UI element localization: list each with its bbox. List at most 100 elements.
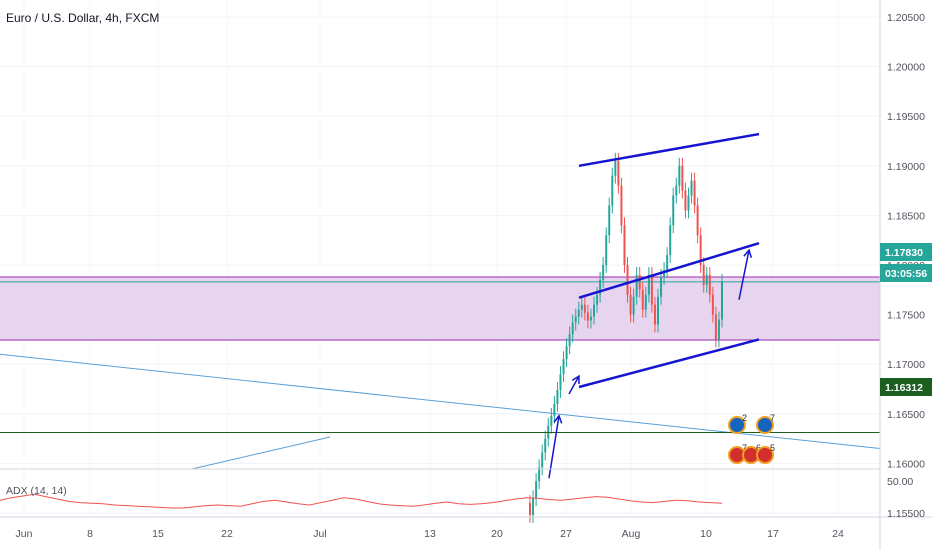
candle-body — [678, 165, 681, 186]
candle-body — [672, 195, 675, 226]
time-tick-label: Jun — [16, 528, 33, 540]
candle-body — [586, 312, 589, 321]
price-tick-label: 1.19500 — [887, 111, 925, 123]
candle-body — [553, 403, 556, 416]
candle-body — [599, 279, 602, 295]
candle-body — [608, 205, 611, 236]
candle-body — [681, 165, 684, 191]
price-tick-label: 1.16500 — [887, 409, 925, 421]
candle-body — [596, 294, 599, 305]
time-tick-label: 27 — [560, 528, 572, 540]
candle-body — [663, 269, 666, 277]
event-flag-icon — [728, 416, 746, 434]
arrow-shaft — [568, 375, 580, 395]
candle-body — [711, 294, 714, 315]
candle-body — [657, 296, 659, 325]
candle-body — [721, 281, 723, 320]
candle-body — [589, 316, 592, 321]
candle-body — [593, 304, 595, 317]
candle-body — [605, 235, 608, 265]
candle-body — [550, 415, 553, 426]
candle-body — [559, 374, 562, 390]
event-count: 7 — [742, 443, 747, 453]
grid — [0, 16, 880, 514]
channel-line — [578, 241, 760, 299]
candle-body — [641, 289, 644, 310]
candle-body — [538, 467, 541, 482]
chart-title: Euro / U.S. Dollar, 4h, FXCM — [6, 11, 159, 25]
candle-body — [717, 319, 720, 340]
time-tick-label: 20 — [491, 528, 503, 540]
price-axis[interactable]: 1.205001.200001.195001.190001.185001.180… — [887, 12, 925, 520]
time-tick-label: 24 — [832, 528, 844, 540]
candle-body — [562, 359, 565, 375]
time-tick-label: 10 — [700, 528, 712, 540]
candle-body — [635, 274, 638, 297]
small-trendline — [191, 436, 331, 470]
price-tick-label: 1.15500 — [887, 508, 925, 520]
arrow-shaft — [738, 249, 750, 300]
candle-body — [556, 389, 559, 404]
arrow-shaft — [548, 415, 560, 479]
candle-body — [705, 274, 708, 285]
price-tick-label: 1.20500 — [887, 12, 925, 24]
candle-body — [617, 160, 620, 186]
candle-body — [611, 175, 614, 206]
price-candles — [529, 152, 723, 523]
candle-body — [699, 235, 702, 265]
candle-body — [614, 160, 617, 176]
current-price-tag — [880, 243, 932, 261]
time-tick-label: Jul — [313, 528, 326, 540]
candle-body — [708, 274, 711, 295]
indicator-label: ADX (14, 14) — [6, 485, 67, 497]
candle-body — [602, 265, 605, 280]
descending-trendline — [0, 353, 881, 450]
candle-body — [644, 294, 647, 310]
candle-body — [580, 304, 583, 310]
candle-body — [702, 265, 705, 285]
arrows — [548, 248, 753, 479]
candle-body — [687, 195, 690, 211]
level-price-value: 1.16312 — [885, 382, 923, 394]
arrow-head — [743, 248, 753, 258]
candle-body — [529, 503, 531, 515]
candle-body — [650, 274, 653, 305]
event-flag-icon — [756, 416, 774, 434]
countdown-tag — [880, 264, 932, 282]
candle-body — [574, 316, 577, 323]
candle-body — [653, 304, 656, 325]
price-tick-label: 1.17000 — [887, 359, 925, 371]
current-price-value: 1.17830 — [885, 247, 923, 259]
candle-body — [693, 180, 696, 206]
price-tick-label: 1.18500 — [887, 210, 925, 222]
time-tick-label: 15 — [152, 528, 164, 540]
time-tick-label: 8 — [87, 528, 93, 540]
candle-body — [690, 180, 693, 196]
candle-body — [541, 452, 544, 468]
event-count: 5 — [770, 443, 775, 453]
time-tick-label: 13 — [424, 528, 436, 540]
candle-body — [660, 276, 663, 297]
time-axis[interactable]: Jun 8 15 22 Jul 13 20 27 Aug 10 17 24 — [16, 528, 844, 540]
candle-body — [696, 205, 699, 236]
time-tick-label: Aug — [622, 528, 641, 540]
time-tick-label: 22 — [221, 528, 233, 540]
candle-body — [535, 481, 538, 499]
candle-body — [532, 498, 535, 515]
price-tick-label: 1.16000 — [887, 458, 925, 470]
candle-body — [669, 225, 672, 256]
candle-body — [684, 190, 687, 211]
candle-body — [626, 265, 629, 295]
candle-body — [583, 304, 586, 313]
price-tick-label: 1.17500 — [887, 310, 925, 322]
candle-body — [629, 294, 632, 315]
economic-events[interactable]: 2 77 6 5 — [728, 413, 775, 464]
candle-body — [620, 185, 623, 226]
indicator-tick: 50.00 — [887, 476, 913, 488]
resistance-zone — [0, 277, 880, 340]
arrow-head — [553, 414, 563, 424]
event-count: 6 — [756, 443, 761, 453]
candle-body — [675, 185, 678, 196]
candle-body — [666, 255, 669, 270]
